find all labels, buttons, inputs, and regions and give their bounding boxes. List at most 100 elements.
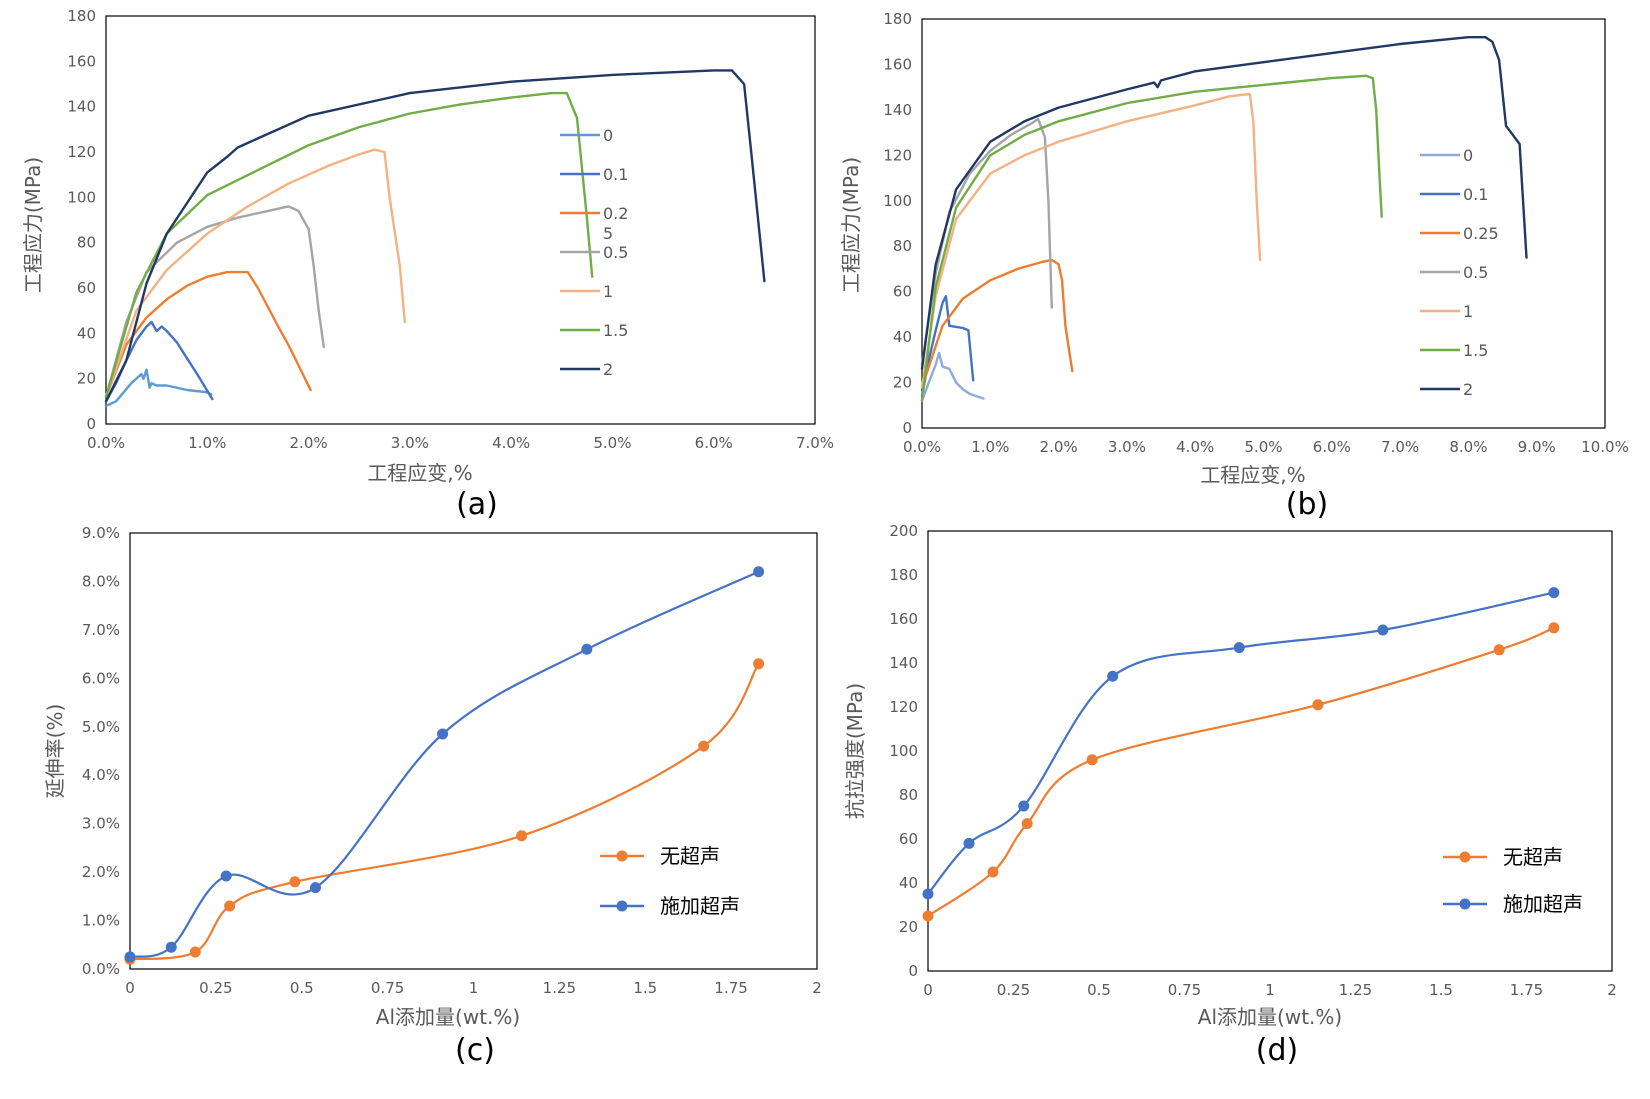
x-tick-label: 4.0% bbox=[492, 434, 530, 452]
y-tick-label: 40 bbox=[77, 324, 96, 342]
x-tick-label: 0 bbox=[125, 979, 135, 997]
data-point bbox=[1548, 587, 1560, 599]
x-tick-label: 1 bbox=[1265, 981, 1275, 999]
y-axis-title: 工程应力(MPa) bbox=[21, 157, 45, 293]
data-point bbox=[1107, 670, 1119, 682]
y-axis-title: 抗拉强度(MPa) bbox=[843, 683, 867, 819]
legend-label: 无超声 bbox=[1503, 845, 1563, 869]
legend-label: 0.1 bbox=[1463, 185, 1488, 204]
x-tick-label: 1.25 bbox=[543, 979, 576, 997]
y-tick-label: 20 bbox=[899, 918, 918, 936]
legend-label: 0.5 bbox=[1463, 263, 1488, 282]
x-tick-label: 5.0% bbox=[593, 434, 631, 452]
legend-marker bbox=[1459, 898, 1471, 910]
x-tick-label: 0.0% bbox=[87, 434, 125, 452]
y-tick-label: 100 bbox=[889, 742, 918, 760]
legend-marker bbox=[616, 900, 628, 912]
x-tick-label: 1.0% bbox=[188, 434, 226, 452]
y-tick-label: 6.0% bbox=[82, 669, 120, 687]
y-tick-label: 5.0% bbox=[82, 718, 120, 736]
legend-label: 0.5 bbox=[603, 243, 628, 262]
series-line-施加超声 bbox=[128, 570, 760, 958]
y-tick-label: 100 bbox=[883, 192, 912, 210]
x-tick-label: 0 bbox=[923, 981, 933, 999]
x-tick-label: 8.0% bbox=[1449, 438, 1487, 456]
x-tick-label: 0.75 bbox=[1168, 981, 1201, 999]
series-line-施加超声 bbox=[926, 591, 1555, 896]
data-point bbox=[1493, 644, 1505, 656]
x-tick-label: 1.5 bbox=[633, 979, 657, 997]
legend-label: 0 bbox=[1463, 146, 1473, 165]
series-line-0.25 bbox=[920, 258, 1074, 389]
data-point bbox=[1018, 800, 1030, 812]
x-axis-title: 工程应变,% bbox=[1200, 463, 1305, 487]
x-axis-title: 工程应变,% bbox=[367, 461, 472, 485]
series-line-1.5 bbox=[920, 74, 1383, 402]
y-axis-title: 工程应力(MPa) bbox=[839, 157, 863, 293]
y-tick-label: 2.0% bbox=[82, 863, 120, 881]
legend-marker bbox=[1459, 851, 1471, 863]
y-tick-label: 0.0% bbox=[82, 960, 120, 978]
y-tick-label: 20 bbox=[77, 370, 96, 388]
panel-label: (c) bbox=[455, 1033, 495, 1068]
data-point bbox=[922, 888, 934, 900]
series-line-2 bbox=[104, 69, 766, 403]
y-tick-label: 140 bbox=[889, 654, 918, 672]
data-point bbox=[289, 876, 301, 888]
y-tick-label: 160 bbox=[889, 610, 918, 628]
x-tick-label: 0.75 bbox=[371, 979, 404, 997]
x-tick-label: 1 bbox=[469, 979, 479, 997]
y-tick-label: 160 bbox=[883, 55, 912, 73]
y-tick-label: 180 bbox=[889, 566, 918, 584]
x-tick-label: 1.25 bbox=[1339, 981, 1372, 999]
legend-label: 0 bbox=[603, 126, 613, 145]
plot-area bbox=[921, 18, 1606, 429]
series-line-0.1 bbox=[920, 295, 975, 398]
legend-label: 施加超声 bbox=[660, 894, 740, 918]
panel-label: (a) bbox=[456, 487, 498, 522]
y-tick-label: 3.0% bbox=[82, 815, 120, 833]
legend-label: 5 bbox=[603, 224, 613, 243]
x-axis-title: Al添加量(wt.%) bbox=[376, 1005, 520, 1029]
series-line-1 bbox=[920, 92, 1262, 389]
y-tick-label: 200 bbox=[889, 522, 918, 540]
y-tick-label: 7.0% bbox=[82, 621, 120, 639]
legend-marker bbox=[616, 850, 628, 862]
legend-label: 1.5 bbox=[1463, 341, 1488, 360]
panel-label: (d) bbox=[1256, 1033, 1298, 1068]
data-point bbox=[437, 728, 449, 740]
x-tick-label: 1.75 bbox=[1510, 981, 1543, 999]
y-tick-label: 140 bbox=[67, 98, 96, 116]
y-tick-label: 8.0% bbox=[82, 572, 120, 590]
y-tick-label: 0 bbox=[908, 962, 918, 980]
legend-label: 1.5 bbox=[603, 321, 628, 340]
data-point bbox=[1021, 818, 1033, 830]
series-line-无超声 bbox=[926, 626, 1555, 918]
y-tick-label: 0 bbox=[86, 415, 96, 433]
data-point bbox=[987, 866, 999, 878]
data-point bbox=[516, 830, 528, 842]
x-tick-label: 3.0% bbox=[1108, 438, 1146, 456]
y-tick-label: 60 bbox=[899, 830, 918, 848]
data-point bbox=[1086, 754, 1098, 766]
series-line-0.25 bbox=[104, 270, 312, 398]
x-tick-label: 1.5 bbox=[1429, 981, 1453, 999]
series-line-1.5 bbox=[104, 91, 594, 398]
legend-label: 无超声 bbox=[660, 844, 720, 868]
y-tick-label: 0 bbox=[902, 419, 912, 437]
x-tick-label: 0.25 bbox=[997, 981, 1030, 999]
data-point bbox=[753, 658, 765, 670]
series-line-1 bbox=[104, 148, 406, 398]
x-tick-label: 10.0% bbox=[1581, 438, 1629, 456]
series-line-2 bbox=[920, 36, 1528, 371]
y-axis-title: 延伸率(%) bbox=[43, 704, 67, 799]
data-point bbox=[309, 882, 321, 894]
legend: 0 0.1 0.25 0.5 1 1.5 2 bbox=[1420, 146, 1499, 399]
y-tick-label: 20 bbox=[893, 374, 912, 392]
data-point bbox=[698, 740, 710, 752]
x-tick-label: 0.5 bbox=[1087, 981, 1111, 999]
